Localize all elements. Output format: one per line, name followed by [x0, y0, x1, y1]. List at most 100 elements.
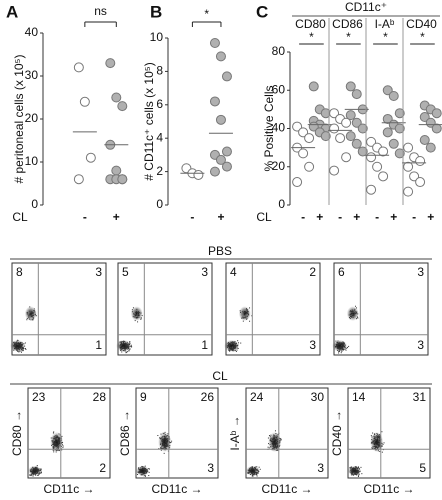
event-dot — [235, 350, 237, 352]
x-tick-label: - — [338, 210, 342, 224]
event-dot — [252, 475, 254, 477]
y-tick-label: 80 — [272, 44, 286, 58]
y-tick-label: 40 — [25, 25, 39, 39]
data-point — [409, 171, 420, 182]
significance-label: * — [420, 30, 425, 44]
group-label: CD86 — [332, 17, 363, 31]
data-point — [403, 186, 414, 197]
event-dot — [258, 466, 260, 468]
event-dot — [22, 349, 24, 351]
data-point — [388, 138, 399, 149]
y-axis-label: CD86 → — [118, 410, 132, 456]
data-point — [394, 148, 405, 159]
event-dot — [158, 448, 160, 450]
data-point — [304, 161, 315, 172]
data-point — [431, 123, 442, 134]
event-dot — [61, 449, 63, 451]
event-dot — [346, 347, 348, 349]
data-point — [394, 123, 405, 134]
event-dot — [251, 315, 253, 317]
data-point — [345, 110, 356, 121]
data-point — [366, 136, 377, 147]
data-point — [215, 51, 226, 62]
data-point — [209, 38, 220, 49]
data-point — [351, 89, 362, 100]
data-point — [85, 152, 96, 163]
y-tick-label: 40 — [272, 121, 286, 135]
event-dot — [36, 465, 38, 467]
x-axis-label: CD11c → — [151, 482, 202, 496]
data-point — [357, 146, 368, 157]
event-dot — [137, 321, 139, 323]
y-tick-label: 6 — [156, 97, 163, 111]
plot-frame — [225, 262, 321, 356]
event-dot — [268, 435, 270, 437]
event-dot — [163, 452, 165, 454]
y-tick-label: 0 — [156, 197, 163, 211]
data-point — [345, 131, 356, 142]
event-dot — [379, 450, 381, 452]
event-dot — [24, 342, 26, 344]
x-tick-label: + — [217, 210, 224, 224]
event-dot — [256, 475, 258, 477]
event-dot — [157, 435, 159, 437]
x-axis-label: CL — [12, 210, 28, 224]
event-dot — [144, 465, 146, 467]
y-tick-label: 2 — [156, 164, 163, 178]
quadrant-value: 3 — [417, 265, 424, 279]
event-dot — [148, 475, 150, 477]
data-point — [382, 127, 393, 138]
event-dot — [348, 345, 350, 347]
data-point — [329, 123, 340, 134]
density-core — [50, 431, 64, 453]
quadrant-value: 1 — [95, 338, 102, 352]
event-dot — [370, 435, 372, 437]
y-tick-label: 0 — [31, 197, 38, 211]
y-tick-label: 10 — [150, 30, 164, 44]
event-dot — [129, 341, 131, 343]
quadrant-value: 2 — [309, 265, 316, 279]
x-tick-label: + — [113, 210, 120, 224]
event-dot — [126, 351, 128, 353]
event-dot — [62, 447, 64, 449]
data-point — [292, 177, 303, 188]
data-point — [105, 58, 116, 69]
density-core — [346, 306, 359, 321]
event-dot — [242, 320, 244, 322]
quadrant-value: 3 — [95, 265, 102, 279]
density-core — [130, 306, 143, 321]
event-dot — [383, 442, 385, 444]
event-dot — [22, 350, 24, 352]
event-dot — [128, 350, 130, 352]
density-core — [370, 431, 384, 453]
x-tick-label: + — [390, 210, 397, 224]
data-point — [394, 108, 405, 119]
event-dot — [140, 318, 142, 320]
y-axis-label: # CD11c⁺ cells (x 10⁵) — [142, 62, 156, 180]
event-dot — [145, 475, 147, 477]
quadrant-value: 30 — [311, 390, 325, 404]
plot-frame — [117, 262, 213, 356]
data-point — [308, 81, 319, 92]
data-point — [335, 133, 346, 144]
density-core — [246, 465, 260, 476]
y-tick-label: 0 — [278, 197, 285, 211]
data-point — [73, 174, 84, 185]
quadrant-value: 2 — [99, 461, 106, 475]
data-point — [193, 169, 204, 180]
data-point — [341, 117, 352, 128]
event-dot — [30, 475, 32, 477]
event-dot — [20, 351, 22, 353]
event-dot — [26, 319, 28, 321]
x-tick-label: - — [375, 210, 379, 224]
event-dot — [252, 475, 254, 477]
event-dot — [345, 349, 347, 351]
y-tick-label: 20 — [272, 159, 286, 173]
significance-label: * — [309, 30, 314, 44]
y-tick-label: 30 — [25, 68, 39, 82]
quadrant-value: 24 — [250, 390, 264, 404]
x-axis-label: CD11c → — [363, 482, 414, 496]
data-point — [366, 152, 377, 163]
significance-label: * — [204, 7, 209, 21]
